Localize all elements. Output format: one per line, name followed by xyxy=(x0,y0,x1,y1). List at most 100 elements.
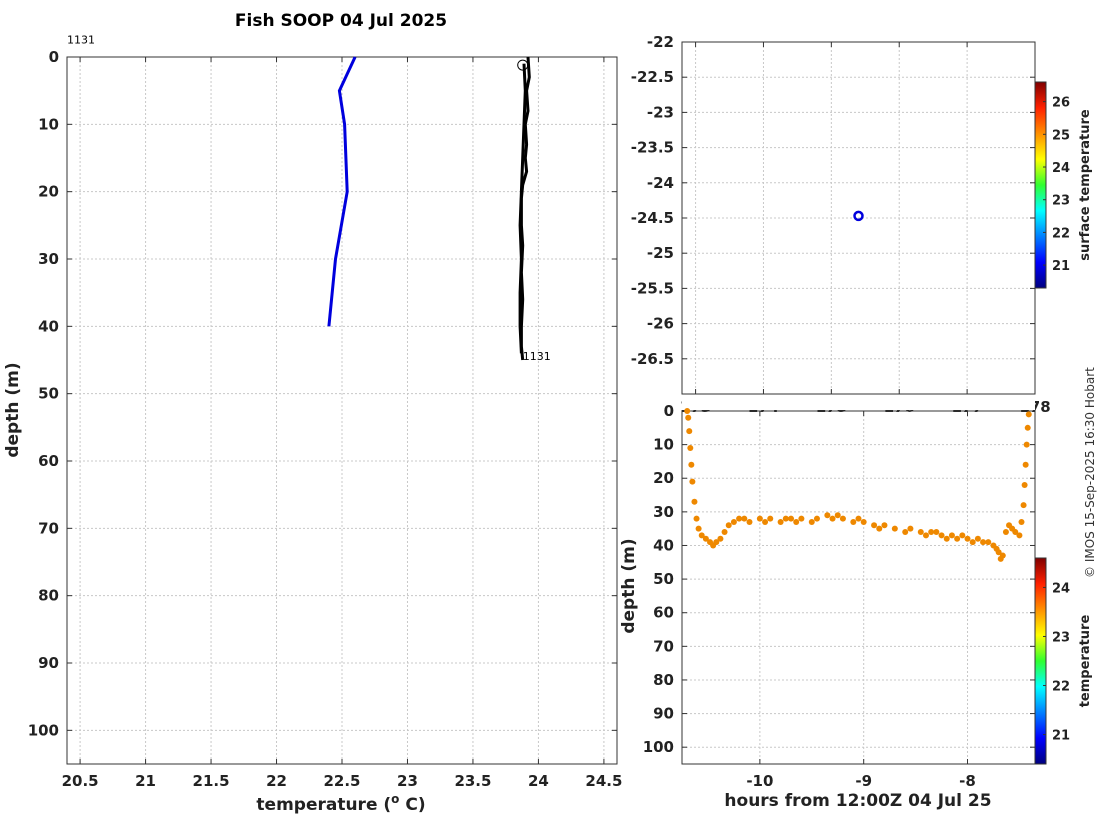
depth-point xyxy=(985,539,992,546)
depth-point xyxy=(922,532,929,539)
depth-point xyxy=(698,532,705,539)
depth-point xyxy=(917,529,924,536)
chart-title: Fish SOOP 04 Jul 2025 xyxy=(235,11,447,31)
y-tick-label: -26.5 xyxy=(631,350,674,368)
y-tick-label: -24 xyxy=(647,174,674,192)
depth-point xyxy=(688,461,695,468)
x-tick-label: -10 xyxy=(746,772,773,790)
colorbar xyxy=(1034,81,1047,289)
colorbar-tick-label: 22 xyxy=(1052,226,1070,241)
depth-point xyxy=(808,518,815,525)
depth-point xyxy=(839,515,846,522)
depth-point xyxy=(829,515,836,522)
y-tick-label: 0 xyxy=(664,402,674,420)
depth-point xyxy=(1022,461,1029,468)
depth-point xyxy=(891,525,898,532)
depth-point xyxy=(1021,481,1028,488)
y-tick-label: 50 xyxy=(653,570,674,588)
x-tick-label: 23 xyxy=(397,772,418,790)
depth-point xyxy=(721,529,728,536)
x-axis-label: hours from 12:00Z 04 Jul 25 xyxy=(724,791,991,811)
depth-point xyxy=(686,428,693,435)
x-tick-label: 24 xyxy=(528,772,549,790)
y-tick-label: -22 xyxy=(647,33,674,51)
x-tick-label: 23.5 xyxy=(454,772,491,790)
colorbar-label: surface temperature xyxy=(1078,109,1093,261)
y-tick-label: 70 xyxy=(38,519,59,537)
depth-point xyxy=(980,539,987,546)
y-tick-label: 50 xyxy=(38,385,59,403)
depth-point xyxy=(798,515,805,522)
depth-point xyxy=(767,515,774,522)
depth-point xyxy=(1020,502,1027,509)
depth-point xyxy=(959,532,966,539)
depth-point xyxy=(756,515,763,522)
depth-point xyxy=(702,535,709,542)
depth-point xyxy=(902,529,909,536)
depth-point xyxy=(684,408,691,414)
y-tick-label: 30 xyxy=(653,503,674,521)
y-tick-label: 20 xyxy=(653,469,674,487)
depth-point xyxy=(969,539,976,546)
depth-point xyxy=(813,515,820,522)
depth-point xyxy=(730,518,737,525)
colorbar xyxy=(1034,557,1047,765)
y-tick-label: 100 xyxy=(28,721,59,739)
depth-point xyxy=(954,535,961,542)
y-tick-label: 40 xyxy=(653,536,674,554)
depth-point xyxy=(1024,424,1031,431)
depth-point xyxy=(974,535,981,542)
depth-point xyxy=(938,532,945,539)
colorbar-tick-label: 23 xyxy=(1052,630,1070,645)
depth-point xyxy=(881,522,888,529)
depth-point xyxy=(741,515,748,522)
depth-point xyxy=(1018,518,1025,525)
y-tick-label: 0 xyxy=(49,48,59,66)
depth-point xyxy=(693,515,700,522)
y-tick-label: 30 xyxy=(38,250,59,268)
profile-annotation: 1131 xyxy=(67,34,95,47)
depth-point xyxy=(907,525,914,532)
depth-point xyxy=(964,535,971,542)
depth-point xyxy=(850,518,857,525)
x-axis-label: temperature (o C) xyxy=(256,792,425,815)
depth-point xyxy=(1002,529,1009,536)
depth-point xyxy=(717,535,724,542)
x-tick-label: 22.5 xyxy=(323,772,360,790)
y-tick-label: -23.5 xyxy=(631,139,674,157)
profile-line xyxy=(327,56,357,327)
colorbar-tick-label: 26 xyxy=(1052,96,1070,111)
colorbar-tick-label: 24 xyxy=(1052,581,1070,596)
y-tick-label: 10 xyxy=(653,436,674,454)
depth-point xyxy=(762,518,769,525)
y-tick-label: 80 xyxy=(38,587,59,605)
colorbar-tick-label: 24 xyxy=(1052,161,1070,176)
colorbar-tick-label: 22 xyxy=(1052,680,1070,695)
profile-start-marker xyxy=(517,59,529,71)
y-tick-label: -24.5 xyxy=(631,209,674,227)
depth-point xyxy=(689,478,696,485)
profile-annotation: 1131 xyxy=(523,350,551,363)
depth-point xyxy=(1023,441,1030,448)
copyright-text: © IMOS 15-Sep-2025 16:30 Hobart xyxy=(1083,367,1097,578)
x-tick-label: 21 xyxy=(135,772,156,790)
profile-panel: 20.5 21 21.5 22 22.5 23 23.5 24 24.5 0 10 20 30 40 50 6… xyxy=(3,34,622,815)
y-axis-label: depth (m) xyxy=(3,362,23,457)
depth-point xyxy=(782,515,789,522)
depth-point xyxy=(999,552,1006,559)
y-tick-label: -25.5 xyxy=(631,279,674,297)
depth-point xyxy=(725,522,732,529)
colorbar-tick-label: 21 xyxy=(1052,729,1070,744)
y-tick-label: 80 xyxy=(653,671,674,689)
depth-point xyxy=(713,539,720,546)
x-tick-label: -8 xyxy=(959,772,976,790)
panel-cover xyxy=(682,396,1035,410)
depth-point xyxy=(695,525,702,532)
profile-line xyxy=(518,63,527,354)
depth-point xyxy=(933,529,940,536)
colorbar-tick-label: 21 xyxy=(1052,259,1070,274)
depth-point xyxy=(928,529,935,536)
depth-point xyxy=(948,532,955,539)
depth-point xyxy=(793,518,800,525)
x-tick-label: 21.5 xyxy=(193,772,230,790)
